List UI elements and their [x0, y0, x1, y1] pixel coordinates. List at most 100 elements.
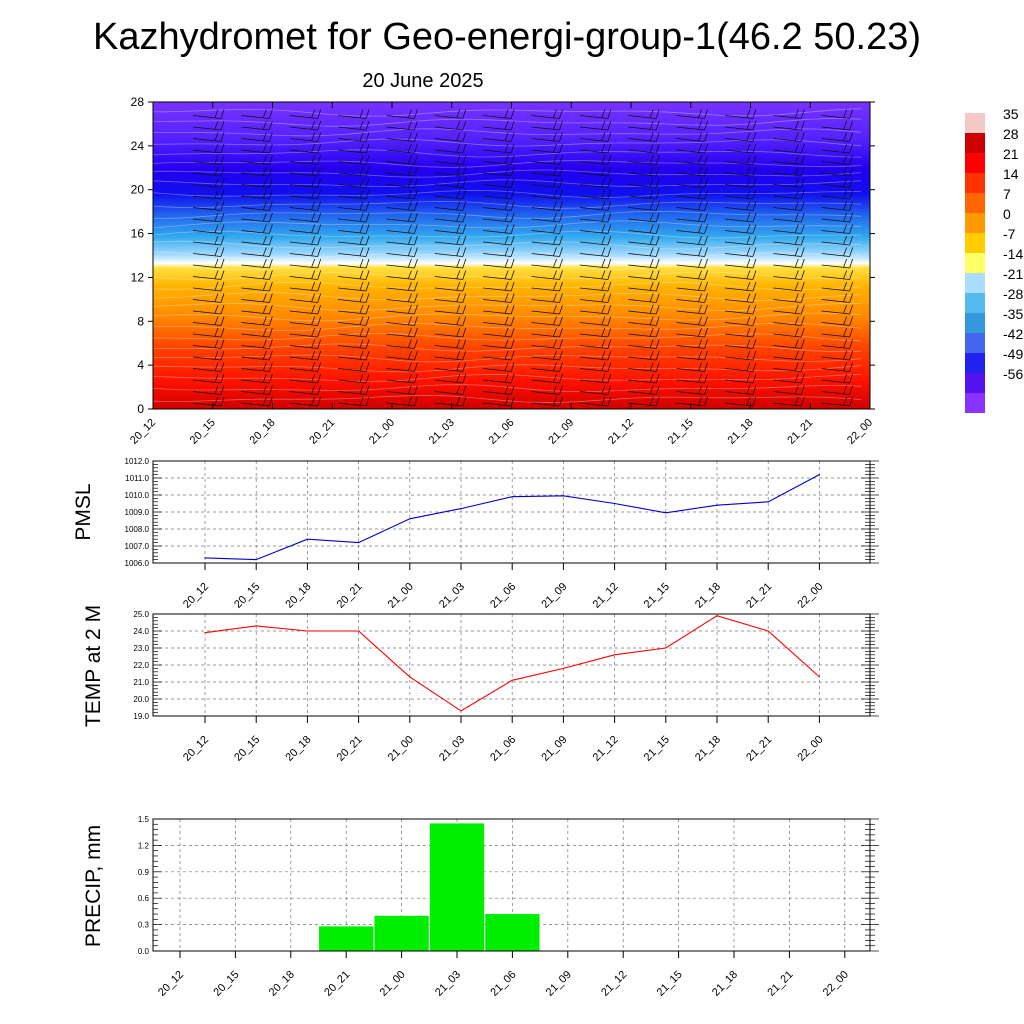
wind-barb [773, 166, 805, 177]
wind-barb [628, 350, 660, 361]
colorbar-box [965, 133, 985, 153]
wind-barb [483, 120, 515, 131]
y-tick-label: 23.0 [133, 644, 149, 653]
wind-barb [289, 258, 322, 269]
y-tick-label: 24.0 [133, 627, 149, 636]
colorbar-label: 35 [1003, 106, 1019, 122]
x-tick-label: 21_15 [642, 734, 672, 764]
wind-barb [241, 235, 273, 246]
x-tick-label: 21_18 [693, 581, 723, 611]
wind-barb [192, 327, 225, 338]
wind-barb [386, 247, 418, 257]
wind-barb [386, 281, 418, 292]
wind-barb [724, 155, 757, 165]
wind-barb [434, 224, 467, 234]
wind-barb [289, 224, 322, 234]
x-tick-label: 21_15 [655, 969, 685, 999]
wind-barb [434, 258, 467, 269]
wind-barb [531, 396, 563, 407]
wind-barb [676, 339, 708, 349]
x-tick-label: 21_06 [488, 969, 518, 999]
wind-barb [434, 327, 467, 338]
pmsl-panel: PMSL 1006.0 1007.0 1008.0 1009.0 1010.0 1011.… [72, 457, 879, 611]
x-tick-label: 21_18 [726, 417, 756, 447]
data-point [665, 512, 667, 514]
wind-barb [434, 339, 467, 349]
x-tick-label: 20_18 [283, 734, 313, 764]
wind-barb [192, 350, 225, 361]
x-tick-label: 20_15 [232, 734, 262, 764]
wind-barb [434, 143, 467, 154]
data-point [767, 630, 769, 632]
wind-barb [773, 327, 805, 338]
wind-barb [531, 235, 563, 246]
wind-barb [434, 373, 467, 384]
colorbar-box [965, 253, 985, 273]
wind-barb [579, 212, 612, 223]
wind-barb [483, 304, 515, 315]
wind-barb [676, 258, 708, 269]
data-point [306, 630, 308, 632]
wind-barb [338, 327, 370, 338]
wind-barb [192, 293, 225, 303]
wind-barb [579, 281, 612, 292]
wind-barb [628, 327, 660, 338]
wind-barb [773, 270, 805, 280]
wind-barb [821, 385, 854, 395]
contour-line [152, 179, 862, 187]
contour-line [152, 251, 862, 260]
wind-barb [773, 120, 805, 131]
wind-barb [241, 178, 273, 188]
wind-barb [434, 362, 467, 372]
wind-barb [676, 362, 708, 372]
y-tick-label: 1006.0 [125, 559, 150, 568]
wind-barb [241, 327, 273, 338]
data-point [358, 542, 360, 544]
y-tick-label: 12 [131, 270, 145, 284]
wind-barb [192, 258, 225, 269]
wind-barb [676, 212, 708, 223]
x-tick-label: 21_06 [488, 581, 518, 611]
wind-barb [676, 132, 708, 142]
wind-barb [628, 396, 660, 407]
wind-barb [338, 385, 370, 395]
wind-barb [434, 212, 467, 223]
wind-barb [676, 201, 708, 211]
wind-barb [241, 143, 273, 154]
wind-barb [289, 396, 322, 407]
figure-title: Kazhydromet for Geo-energi-group-1(46.2 … [93, 16, 921, 58]
wind-barb [386, 132, 418, 142]
x-tick-label: 20_21 [335, 581, 365, 611]
colorbar-box [965, 173, 985, 193]
y-tick-label: 24 [131, 139, 145, 153]
wind-barb [821, 327, 854, 338]
wind-barb [676, 304, 708, 315]
data-point [614, 502, 616, 505]
wind-barb [289, 143, 322, 154]
x-tick-label: 20_12 [181, 581, 211, 611]
contour-line [152, 108, 862, 117]
wind-barb [724, 235, 757, 246]
wind-barb [773, 362, 805, 372]
wind-barb [821, 178, 854, 188]
data-point [204, 632, 206, 634]
wind-barb [579, 120, 612, 131]
contour-line [152, 189, 862, 199]
wind-barb [386, 109, 418, 119]
wind-barb [338, 396, 370, 407]
colorbar-box [965, 273, 985, 293]
wind-barb [338, 201, 370, 211]
contour-line [153, 128, 862, 137]
wind-barb [821, 143, 854, 154]
cross-section-panel: 0 4 8 12 16 20 24 28 20_12 20_15 20_18 20_21 21_00 2… [128, 95, 875, 447]
wind-barb [579, 143, 612, 154]
wind-barb [579, 350, 612, 361]
data-point [716, 615, 718, 617]
wind-barb [192, 143, 225, 154]
wind-barb [724, 316, 757, 326]
x-tick-label: 21_00 [367, 417, 397, 447]
wind-barb [241, 362, 273, 372]
wind-barb [628, 316, 660, 326]
heatmap-y-ticks: 0 4 8 12 16 20 24 28 [131, 95, 875, 416]
wind-barb [531, 316, 563, 326]
